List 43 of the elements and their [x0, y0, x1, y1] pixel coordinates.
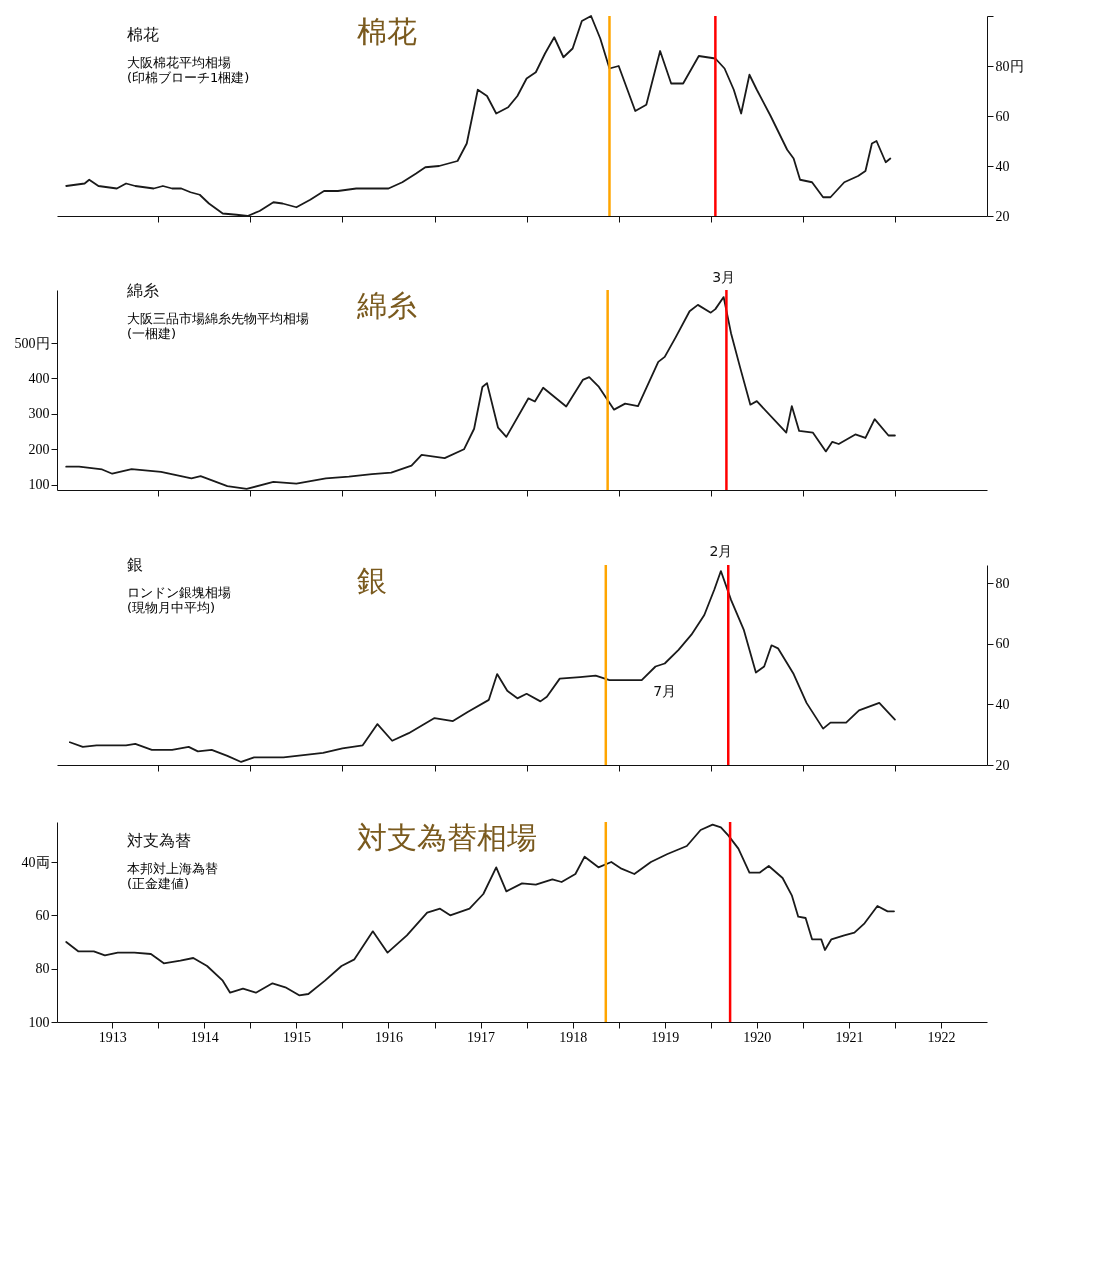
- y-tick-label: 100: [28, 1014, 50, 1030]
- y-tick-label: 100: [28, 477, 50, 493]
- y-tick-label: 80円: [995, 58, 1024, 74]
- y-tick-label: 20: [995, 208, 1010, 224]
- annotation: 対支為替相場: [357, 820, 537, 855]
- y-tick-label: 40: [995, 158, 1010, 174]
- x-tick-label: 1915: [282, 1029, 311, 1045]
- y-tick-label: 60: [35, 907, 50, 923]
- x-tick-label: 1913: [98, 1029, 127, 1045]
- text: 棉花: [127, 24, 159, 44]
- line-series: [65, 823, 895, 997]
- y-tick-label: 40: [995, 696, 1010, 712]
- text: 対支為替: [127, 830, 191, 850]
- text: 大阪棉花平均相場 (印棉ブローチ1梱建): [127, 54, 250, 85]
- y-tick-label: 60: [995, 636, 1010, 652]
- y-tick-label: 20: [995, 757, 1010, 773]
- x-tick-label: 1917: [467, 1029, 496, 1045]
- text: ロンドン銀塊相場 (現物月中平均): [127, 585, 231, 616]
- annotation: 棉花: [357, 14, 417, 49]
- y-tick-label: 400: [28, 371, 50, 386]
- y-tick-label: 200: [28, 441, 50, 457]
- x-tick-label: 1914: [190, 1029, 219, 1045]
- annotation: 7月: [653, 683, 677, 700]
- y-tick-label: 300: [28, 406, 50, 422]
- annotation: 2月: [709, 543, 733, 560]
- annotation: 綿糸: [356, 288, 417, 323]
- x-tick-label: 1922: [927, 1029, 956, 1045]
- text: 大阪三品市場綿糸先物平均相場 (一梱建): [127, 311, 309, 342]
- y-tick-label: 500円: [14, 335, 50, 351]
- y-tick-label: 40両: [21, 854, 50, 870]
- y-tick-label: 80: [35, 961, 50, 977]
- x-tick-label: 1918: [559, 1029, 588, 1045]
- x-tick-label: 1919: [651, 1029, 680, 1045]
- x-tick-label: 1916: [374, 1029, 403, 1045]
- x-tick-label: 1921: [835, 1029, 864, 1045]
- chart-title: 綿糸: [126, 281, 159, 301]
- annotation: 3月: [712, 269, 736, 286]
- y-tick-label: 60: [995, 108, 1010, 124]
- text: 本邦対上海為替 (正金建値): [127, 860, 218, 891]
- annotation: 銀: [357, 563, 387, 598]
- chart-title: 銀: [127, 555, 143, 575]
- x-tick-label: 1920: [743, 1029, 772, 1045]
- y-tick-label: 80: [995, 575, 1010, 591]
